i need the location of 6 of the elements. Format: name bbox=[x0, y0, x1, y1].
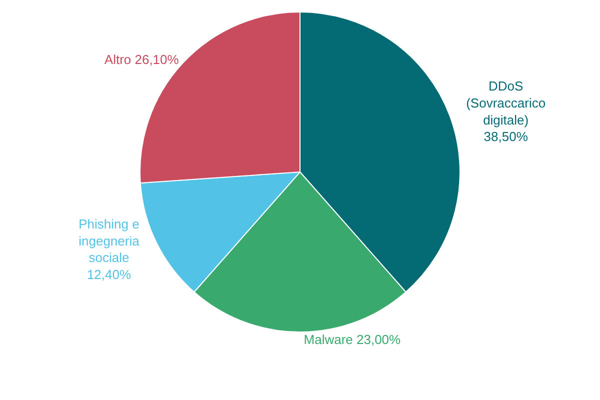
data-label: 12,40% bbox=[86, 267, 132, 282]
slice-label: Malware 23,00% bbox=[304, 332, 402, 347]
slice-label: Phishing e ingegneria sociale bbox=[78, 216, 140, 266]
data-label: 38,50% bbox=[484, 129, 528, 144]
slice-label: DDoS (Sovraccarico digitale) bbox=[466, 78, 546, 128]
slice-label: Altro 26,10% bbox=[104, 52, 180, 67]
